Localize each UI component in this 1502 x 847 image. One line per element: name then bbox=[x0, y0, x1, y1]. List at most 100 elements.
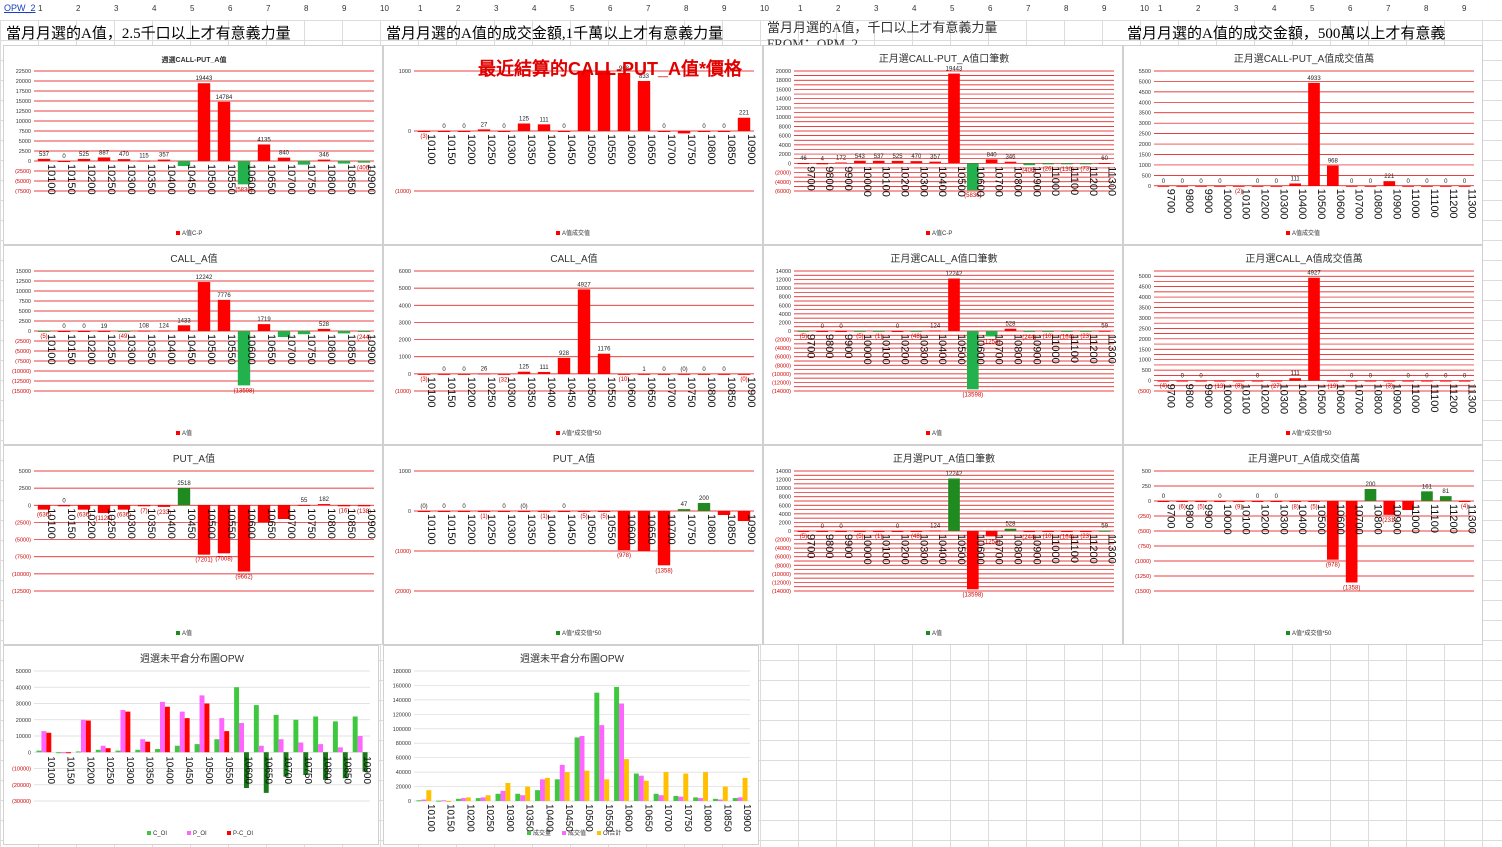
chart-panel-c13[interactable]: 週選未平倉分布圖OPW (30000) (20000) (10000) 0 10000 20… bbox=[3, 645, 379, 845]
data-label: (978) bbox=[1326, 563, 1340, 569]
bar bbox=[594, 692, 600, 801]
bar bbox=[1195, 185, 1207, 187]
category-label: 10550 bbox=[225, 508, 237, 539]
y-tick-label: 4000 bbox=[779, 143, 791, 149]
chart-panel-c6[interactable]: CALL_A值 (1000) 0 1000 2000 3000 4000 5000 6000 (3… bbox=[383, 245, 763, 445]
bar bbox=[500, 790, 506, 801]
chart-panel-c1[interactable]: 週選CALL-PUT_A值 (7500) (5000) (2500) 0 2500 5000… bbox=[3, 45, 383, 245]
chart-panel-c7[interactable]: 正月選CALL_A值口筆數 (14000) (12000) (10000) (8000)… bbox=[763, 245, 1123, 445]
category-label: 10200 bbox=[464, 804, 475, 832]
data-label: 0 bbox=[442, 124, 446, 130]
data-label: (4) bbox=[1461, 504, 1468, 510]
bar bbox=[115, 750, 121, 753]
chart-panel-c12[interactable]: 正月選PUT_A值成交值萬 (1500) (1250) (1000) (750) (500… bbox=[1123, 445, 1483, 645]
data-label: (27) bbox=[1271, 384, 1282, 390]
bar bbox=[540, 779, 545, 801]
data-label: (13598) bbox=[962, 392, 983, 398]
bar bbox=[283, 752, 289, 777]
bar bbox=[717, 373, 731, 375]
y-tick-label: 60000 bbox=[396, 756, 411, 762]
data-label: 12242 bbox=[946, 472, 963, 478]
chart-panel-c8[interactable]: 正月選CALL_A值成交值萬 (500) 0 500 1000 1500 2000 2500 3… bbox=[1123, 245, 1483, 445]
red-title: 最近結算的CALL-PUT_A值*價格 bbox=[478, 59, 742, 79]
bar bbox=[910, 161, 923, 164]
data-label: (3) bbox=[420, 134, 427, 140]
bar bbox=[1458, 380, 1471, 382]
category-label: 10850 bbox=[721, 804, 732, 832]
chart-panel-c9[interactable]: PUT_A值 (12500) (10000) (7500) (5000) (2500) 0 2… bbox=[3, 445, 383, 645]
data-label: (244) bbox=[1022, 535, 1036, 541]
y-tick-label: 12000 bbox=[776, 278, 791, 284]
chart-panel-c3[interactable]: 正月選CALL-PUT_A值口筆數 (6000) (4000) (2000) 0 2000… bbox=[763, 45, 1123, 245]
data-label: 0 bbox=[662, 367, 666, 373]
bar bbox=[456, 798, 461, 801]
data-label: (32) bbox=[499, 377, 510, 383]
ruler-number: 1 bbox=[38, 4, 43, 13]
chart-panel-c2[interactable]: (1000) 0 1000 (3) 10100 0 10150 0 10200 27 10250 0 1… bbox=[383, 45, 763, 245]
legend-label: A值*成交值*50 bbox=[1292, 429, 1332, 437]
category-label: 10900 bbox=[1030, 334, 1042, 365]
bar bbox=[77, 331, 91, 332]
bar bbox=[966, 331, 979, 390]
category-label: 10900 bbox=[361, 756, 372, 784]
chart-panel-c14[interactable]: 週選未平倉分布圖OPW 0 20000 40000 60000 80000 100000 12… bbox=[383, 645, 759, 845]
y-tick-label: 8000 bbox=[779, 495, 791, 501]
data-label: 111 bbox=[539, 117, 549, 123]
header-left: 當月月選的A值，2.5千口以上才有意義力量 bbox=[6, 26, 291, 42]
category-label: 10500 bbox=[585, 134, 597, 165]
chart-panel-c11[interactable]: 正月選PUT_A值口筆數 (14000) (12000) (10000) (8000) (… bbox=[763, 445, 1123, 645]
sheet-tab[interactable]: OPW_2 bbox=[4, 3, 36, 13]
y-tick-label: (14000) bbox=[772, 589, 791, 595]
legend-swatch bbox=[556, 431, 560, 435]
bar bbox=[693, 797, 699, 801]
chart-panel-c10[interactable]: PUT_A值 (2000) (1000) 0 1000 (0) 10100 0 10150 0 10… bbox=[383, 445, 763, 645]
bar bbox=[643, 780, 649, 801]
ruler-number: 8 bbox=[1064, 4, 1069, 13]
y-tick-label: 250 bbox=[1142, 484, 1151, 490]
category-label: 11300 bbox=[1106, 534, 1118, 564]
category-label: 10000 bbox=[861, 534, 873, 565]
category-label: 10300 bbox=[1277, 189, 1289, 220]
category-label: 10350 bbox=[145, 164, 157, 195]
category-label: 10600 bbox=[245, 508, 257, 539]
category-label: 10700 bbox=[285, 508, 297, 539]
chart-panel-c5[interactable]: CALL_A值 (15000) (12500) (10000) (7500) (5000)… bbox=[3, 245, 383, 445]
ruler-number: 9 bbox=[1462, 4, 1467, 13]
bar bbox=[298, 742, 304, 753]
bar bbox=[1157, 501, 1170, 502]
data-label: (2) bbox=[1235, 189, 1242, 195]
chart-panel-c4[interactable]: 正月選CALL-PUT_A值成交值萬 0 500 1000 1500 2000 2500 30… bbox=[1123, 45, 1483, 245]
data-label: 0 bbox=[1350, 374, 1354, 380]
bar bbox=[66, 752, 72, 754]
data-label: 470 bbox=[911, 154, 922, 160]
data-label: 221 bbox=[1384, 174, 1395, 180]
bar bbox=[313, 716, 319, 753]
category-label: 10250 bbox=[484, 804, 495, 832]
y-tick-label: 2000 bbox=[1139, 142, 1151, 148]
data-label: (138) bbox=[357, 509, 371, 515]
bar bbox=[204, 703, 210, 753]
data-label: 0 bbox=[462, 367, 466, 373]
bar bbox=[1326, 501, 1339, 560]
chart-title: 正月選PUT_A值口筆數 bbox=[893, 452, 995, 465]
y-tick-label: 0 bbox=[28, 329, 31, 335]
data-label: 0 bbox=[702, 367, 706, 373]
bar bbox=[273, 714, 279, 753]
category-label: 10700 bbox=[665, 134, 677, 165]
y-tick-label: 10000 bbox=[776, 115, 791, 121]
category-label: 10750 bbox=[305, 508, 317, 539]
category-label: 9900 bbox=[1202, 504, 1214, 528]
chart-title: PUT_A值 bbox=[173, 452, 215, 465]
bar bbox=[1098, 330, 1111, 332]
y-tick-label: 15000 bbox=[16, 99, 31, 105]
y-tick-label: (2000) bbox=[775, 538, 791, 544]
data-label: 528 bbox=[319, 322, 330, 328]
bar bbox=[1402, 185, 1414, 187]
category-label: 10200 bbox=[84, 756, 95, 784]
bar bbox=[337, 505, 351, 507]
data-label: 887 bbox=[99, 150, 110, 156]
bar bbox=[657, 373, 671, 375]
category-label: 10800 bbox=[1371, 504, 1383, 535]
bar bbox=[421, 799, 427, 801]
y-tick-label: 12500 bbox=[16, 109, 31, 115]
